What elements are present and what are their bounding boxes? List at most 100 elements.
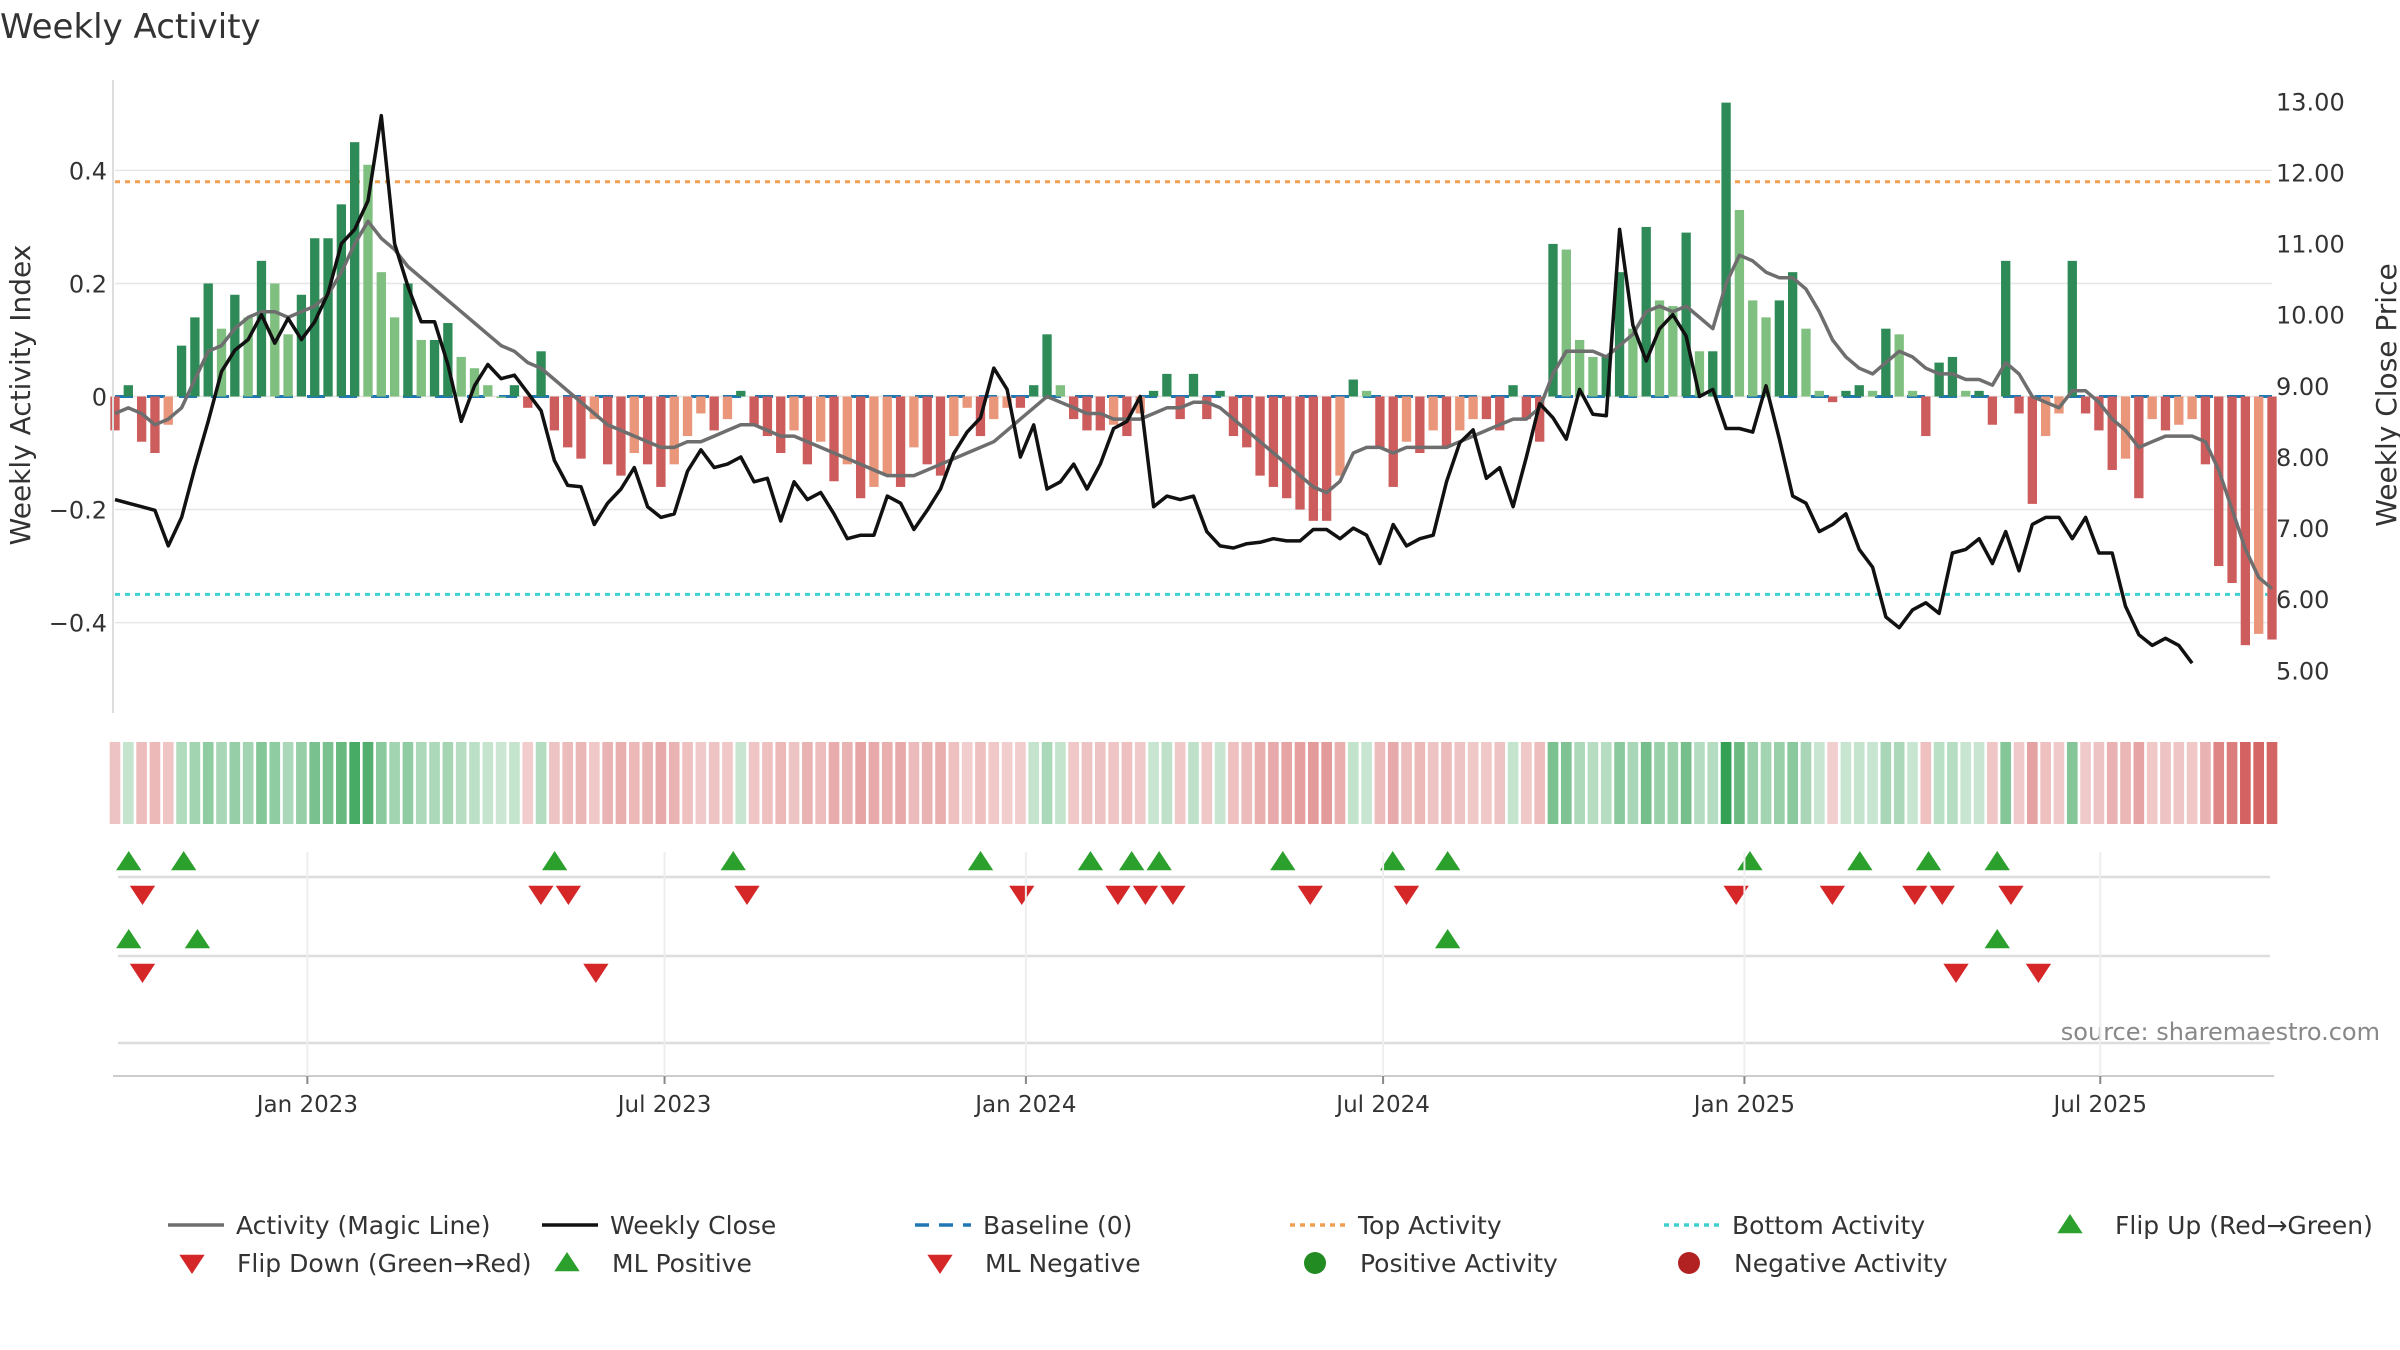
flip-up-marker bbox=[1847, 851, 1873, 871]
activity-bar bbox=[816, 396, 826, 442]
heat-strip-cell bbox=[2160, 742, 2171, 824]
flip-up-marker bbox=[1119, 851, 1145, 871]
flip-down-marker bbox=[1160, 885, 1186, 905]
activity-bar bbox=[549, 396, 560, 431]
heat-strip-cell bbox=[1760, 742, 1772, 824]
flip-down-marker bbox=[1393, 885, 1420, 905]
activity-bar bbox=[456, 356, 466, 397]
heat-strip-cell bbox=[828, 742, 840, 824]
activity-bar bbox=[2187, 396, 2197, 420]
activity-bar bbox=[1228, 396, 1239, 437]
heat-strip-cell bbox=[1094, 742, 1106, 824]
ml-positive-marker bbox=[1435, 929, 1461, 949]
heat-strip-cell bbox=[2213, 742, 2225, 824]
heat-strip-cell bbox=[1347, 742, 1359, 824]
heat-strip-cell bbox=[1001, 742, 1013, 824]
heat-strip-cell bbox=[1960, 742, 1972, 824]
activity-bar bbox=[1468, 396, 1478, 420]
heat-strip-cell bbox=[2080, 742, 2091, 824]
heat-strip-cell bbox=[176, 742, 187, 824]
legend-label-flipdown: Flip Down (Green→Red) bbox=[237, 1249, 532, 1278]
activity-bar bbox=[922, 396, 932, 465]
legend-swatch-mlpos bbox=[554, 1252, 580, 1272]
ml-negative-marker bbox=[2025, 963, 2052, 983]
activity-bar bbox=[869, 396, 879, 487]
activity-bar bbox=[296, 294, 307, 397]
heat-strip-cell bbox=[1015, 742, 1026, 824]
activity-bar bbox=[1255, 396, 1265, 476]
activity-bar bbox=[403, 283, 413, 397]
activity-bar bbox=[1694, 351, 1705, 397]
activity-bar bbox=[1002, 396, 1012, 408]
activity-bar bbox=[669, 396, 679, 465]
activity-bar bbox=[1481, 396, 1492, 420]
heat-strip-cell bbox=[1334, 742, 1346, 824]
magic-line-series bbox=[114, 219, 2274, 591]
flip-down-marker bbox=[1819, 885, 1846, 905]
heat-strip-cell bbox=[1201, 742, 1213, 824]
heat-strip-cell bbox=[668, 742, 680, 824]
heat-strip-cell bbox=[1973, 742, 1985, 824]
activity-bar bbox=[1282, 396, 1292, 499]
legend-label-close: Weekly Close bbox=[610, 1211, 776, 1240]
activity-bar bbox=[1974, 390, 1984, 397]
heat-strip-cell bbox=[948, 742, 960, 824]
activity-bar bbox=[2227, 396, 2237, 584]
activity-bar bbox=[1055, 385, 1066, 397]
activity-bar bbox=[1122, 396, 1132, 437]
activity-bar bbox=[2214, 396, 2224, 567]
activity-bar bbox=[2254, 396, 2264, 634]
heat-strip-cell bbox=[2146, 742, 2158, 824]
heat-strip-cell bbox=[1813, 742, 1825, 824]
heat-strip-cell bbox=[1414, 742, 1426, 824]
activity-bar bbox=[802, 396, 813, 465]
heat-strip-cell bbox=[189, 742, 201, 824]
legend-label-flipup: Flip Up (Red→Green) bbox=[2115, 1211, 2373, 1240]
activity-bar bbox=[2014, 396, 2024, 414]
activity-bar bbox=[1841, 390, 1851, 397]
activity-bar bbox=[2267, 396, 2277, 640]
heat-strip-cell bbox=[815, 742, 827, 824]
heat-strip-cell bbox=[1640, 742, 1652, 824]
heat-strip-cell bbox=[1214, 742, 1226, 824]
activity-bar bbox=[1961, 390, 1971, 397]
flip-up-marker bbox=[1737, 851, 1763, 871]
activity-bar bbox=[163, 396, 173, 425]
activity-bar bbox=[842, 396, 852, 465]
heat-strip-cell bbox=[1228, 742, 1239, 824]
x-tick-label: Jan 2023 bbox=[255, 1092, 358, 1118]
heat-strip-cell bbox=[1441, 742, 1452, 824]
heat-strip-cell bbox=[1068, 742, 1079, 824]
heat-strip-cell bbox=[735, 742, 747, 824]
activity-bar bbox=[1548, 243, 1558, 397]
activity-bar bbox=[909, 396, 919, 448]
heat-strip-cell bbox=[1747, 742, 1759, 824]
activity-bar bbox=[1042, 334, 1052, 397]
y-tick-label: −0.4 bbox=[49, 610, 107, 638]
x-tick-label: Jul 2023 bbox=[616, 1092, 712, 1118]
activity-bar bbox=[935, 396, 946, 476]
activity-heat-strip bbox=[109, 742, 2278, 824]
activity-bar bbox=[1614, 272, 1625, 397]
flip-up-marker bbox=[541, 851, 568, 871]
legend-label-dotneg: Negative Activity bbox=[1734, 1249, 1948, 1278]
heat-strip-cell bbox=[2226, 742, 2238, 824]
heat-strip-cell bbox=[628, 742, 640, 824]
activity-bar bbox=[1148, 390, 1159, 397]
heat-strip-cell bbox=[1041, 742, 1053, 824]
activity-bar bbox=[1308, 396, 1318, 521]
activity-bar bbox=[2240, 396, 2251, 646]
heat-strip-cell bbox=[1028, 742, 1040, 824]
heat-strip-cell bbox=[695, 742, 707, 824]
activity-bar bbox=[469, 368, 480, 397]
heat-strip-cell bbox=[1707, 742, 1719, 824]
flip-up-marker bbox=[1915, 851, 1942, 871]
activity-bar bbox=[989, 396, 999, 420]
activity-bar bbox=[1987, 396, 1998, 425]
heat-strip-cell bbox=[149, 742, 161, 824]
activity-bar bbox=[1827, 396, 1838, 403]
flip-up-marker bbox=[116, 851, 142, 871]
activity-bar bbox=[1788, 272, 1798, 397]
activity-bar bbox=[176, 345, 187, 397]
heat-strip-cell bbox=[2173, 742, 2185, 824]
